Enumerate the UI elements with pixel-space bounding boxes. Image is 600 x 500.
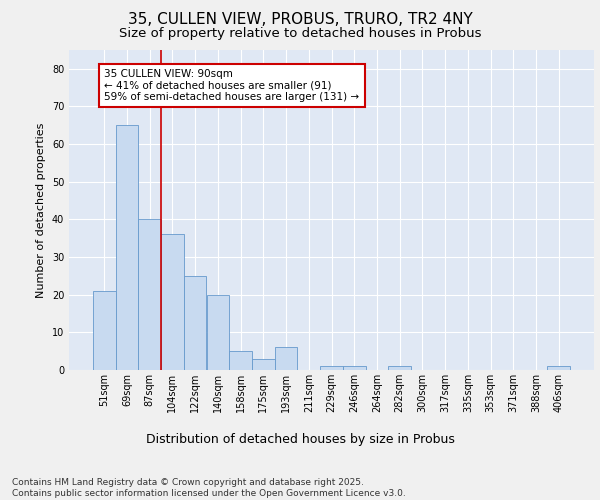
Text: Distribution of detached houses by size in Probus: Distribution of detached houses by size … bbox=[146, 432, 454, 446]
Bar bbox=[252, 358, 275, 370]
Bar bbox=[161, 234, 184, 370]
Text: 35 CULLEN VIEW: 90sqm
← 41% of detached houses are smaller (91)
59% of semi-deta: 35 CULLEN VIEW: 90sqm ← 41% of detached … bbox=[104, 69, 359, 102]
Bar bbox=[388, 366, 411, 370]
Bar bbox=[206, 294, 229, 370]
Bar bbox=[275, 348, 298, 370]
Bar bbox=[547, 366, 570, 370]
Bar bbox=[116, 126, 139, 370]
Bar bbox=[320, 366, 343, 370]
Bar bbox=[184, 276, 206, 370]
Text: Size of property relative to detached houses in Probus: Size of property relative to detached ho… bbox=[119, 28, 481, 40]
Text: 35, CULLEN VIEW, PROBUS, TRURO, TR2 4NY: 35, CULLEN VIEW, PROBUS, TRURO, TR2 4NY bbox=[128, 12, 472, 28]
Bar bbox=[343, 366, 365, 370]
Bar bbox=[229, 351, 252, 370]
Bar bbox=[93, 291, 116, 370]
Text: Contains HM Land Registry data © Crown copyright and database right 2025.
Contai: Contains HM Land Registry data © Crown c… bbox=[12, 478, 406, 498]
Y-axis label: Number of detached properties: Number of detached properties bbox=[36, 122, 46, 298]
Bar bbox=[139, 220, 161, 370]
